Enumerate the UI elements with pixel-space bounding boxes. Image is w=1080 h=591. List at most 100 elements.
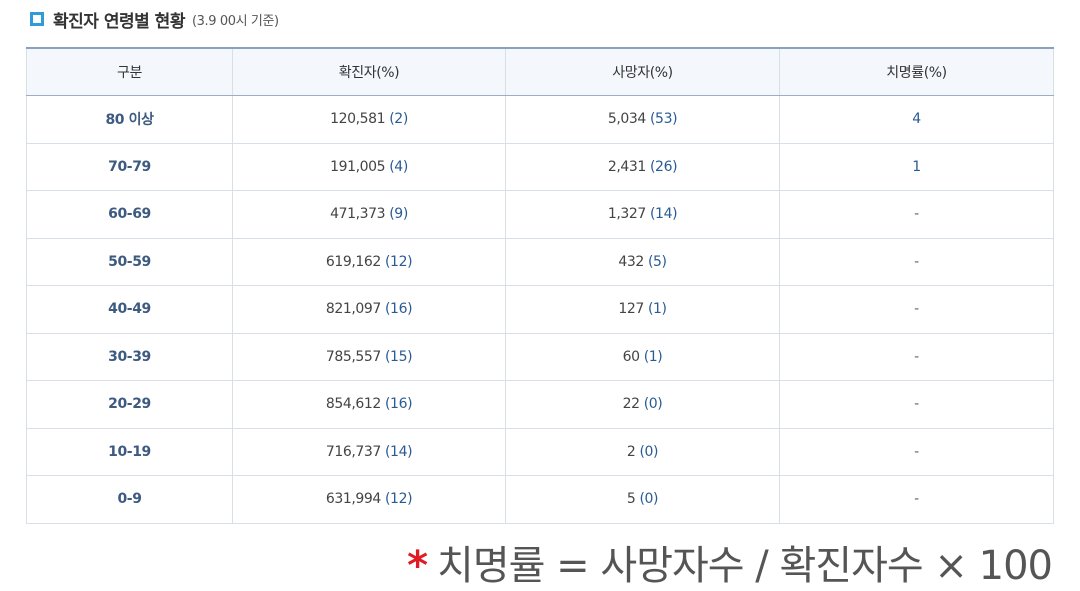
deaths-value: 5	[626, 491, 636, 508]
square-bullet-icon	[30, 12, 44, 26]
cases-value: 631,994	[325, 491, 381, 508]
deaths-cell: 22 (0)	[505, 380, 780, 429]
fatality-rate-cell: -	[779, 237, 1054, 286]
table-row: 60-69 471,373 (9) 1,327 (14) -	[26, 190, 1054, 239]
header-deaths: 사망자(%)	[505, 47, 780, 96]
fatality-rate-cell: -	[779, 427, 1054, 476]
fatality-rate-value: -	[914, 443, 919, 460]
deaths-cell: 5 (0)	[505, 475, 780, 524]
table-row: 80 이상 120,581 (2) 5,034 (53) 4	[26, 95, 1054, 144]
cases-cell: 785,557 (15)	[232, 332, 506, 381]
cases-cell: 716,737 (14)	[232, 427, 506, 476]
deaths-percent: (14)	[650, 206, 678, 223]
fatality-rate-value: -	[914, 301, 919, 318]
fatality-rate-cell: 1	[779, 142, 1054, 191]
fatality-rate-cell: -	[779, 380, 1054, 429]
section-heading: 확진자 연령별 현황 (3.9 00시 기준)	[30, 6, 279, 32]
table-row: 40-49 821,097 (16) 127 (1) -	[26, 285, 1054, 334]
cases-percent: (12)	[385, 253, 413, 270]
age-group-cell: 70-79	[26, 142, 233, 191]
age-group-cell: 30-39	[26, 332, 233, 381]
table-row: 30-39 785,557 (15) 60 (1) -	[26, 332, 1054, 381]
fatality-rate-cell: -	[779, 332, 1054, 381]
fatality-rate-cell: 4	[779, 95, 1054, 144]
table-header-row: 구분 확진자(%) 사망자(%) 치명률(%)	[26, 47, 1054, 96]
table-row: 0-9 631,994 (12) 5 (0) -	[26, 475, 1054, 524]
cases-cell: 821,097 (16)	[232, 285, 506, 334]
age-group-cell: 50-59	[26, 237, 233, 286]
header-fatality-rate: 치명률(%)	[779, 47, 1054, 96]
deaths-value: 5,034	[607, 111, 646, 128]
cases-percent: (2)	[389, 111, 408, 128]
fatality-rate-value: -	[914, 348, 919, 365]
cases-value: 191,005	[330, 158, 386, 175]
fatality-rate-cell: -	[779, 285, 1054, 334]
cases-cell: 619,162 (12)	[232, 237, 506, 286]
deaths-cell: 2,431 (26)	[505, 142, 780, 191]
deaths-cell: 432 (5)	[505, 237, 780, 286]
deaths-value: 60	[622, 348, 640, 365]
cases-percent: (14)	[385, 443, 413, 460]
cases-value: 471,373	[330, 206, 386, 223]
age-group-cell: 40-49	[26, 285, 233, 334]
table-row: 10-19 716,737 (14) 2 (0) -	[26, 427, 1054, 476]
fatality-rate-cell: -	[779, 190, 1054, 239]
cases-cell: 120,581 (2)	[232, 95, 506, 144]
table-row: 70-79 191,005 (4) 2,431 (26) 1	[26, 142, 1054, 191]
cases-cell: 471,373 (9)	[232, 190, 506, 239]
cases-percent: (12)	[385, 491, 413, 508]
fatality-rate-value: -	[914, 253, 919, 270]
fatality-formula-footnote: * 치명률 = 사망자수 / 확진자수 × 100	[407, 533, 1053, 591]
cases-value: 821,097	[325, 301, 381, 318]
deaths-percent: (0)	[639, 491, 659, 508]
cases-percent: (16)	[385, 396, 413, 413]
age-group-cell: 80 이상	[26, 95, 233, 144]
deaths-cell: 2 (0)	[505, 427, 780, 476]
fatality-rate-value: -	[914, 491, 919, 508]
cases-value: 854,612	[325, 396, 381, 413]
deaths-cell: 127 (1)	[505, 285, 780, 334]
fatality-rate-value: 1	[912, 158, 921, 175]
fatality-rate-cell: -	[779, 475, 1054, 524]
deaths-value: 2	[626, 443, 636, 460]
cases-percent: (4)	[389, 158, 408, 175]
age-group-cell: 20-29	[26, 380, 233, 429]
deaths-percent: (0)	[639, 443, 659, 460]
deaths-percent: (0)	[643, 396, 663, 413]
cases-value: 785,557	[325, 348, 381, 365]
age-group-cell: 0-9	[26, 475, 233, 524]
asterisk-marker: *	[407, 543, 428, 589]
deaths-percent: (5)	[647, 253, 667, 270]
cases-value: 716,737	[325, 443, 381, 460]
cases-value: 120,581	[330, 111, 386, 128]
deaths-cell: 5,034 (53)	[505, 95, 780, 144]
deaths-percent: (1)	[647, 301, 667, 318]
deaths-cell: 60 (1)	[505, 332, 780, 381]
header-category: 구분	[26, 47, 233, 96]
deaths-value: 432	[618, 253, 644, 270]
reference-time-note: (3.9 00시 기준)	[191, 13, 279, 29]
age-group-table: 구분 확진자(%) 사망자(%) 치명률(%) 80 이상 120,581 (2)…	[26, 47, 1054, 524]
deaths-value: 1,327	[607, 206, 646, 223]
deaths-value: 2,431	[607, 158, 646, 175]
age-group-cell: 60-69	[26, 190, 233, 239]
fatality-rate-value: -	[914, 396, 919, 413]
header-cases: 확진자(%)	[232, 47, 506, 96]
deaths-percent: (26)	[650, 158, 678, 175]
cases-percent: (15)	[385, 348, 413, 365]
section-title: 확진자 연령별 현황	[53, 11, 185, 32]
deaths-cell: 1,327 (14)	[505, 190, 780, 239]
table-row: 20-29 854,612 (16) 22 (0) -	[26, 380, 1054, 429]
cases-cell: 191,005 (4)	[232, 142, 506, 191]
cases-percent: (16)	[385, 301, 413, 318]
deaths-value: 127	[618, 301, 644, 318]
fatality-rate-value: -	[914, 206, 919, 223]
cases-value: 619,162	[325, 253, 381, 270]
deaths-percent: (53)	[650, 111, 678, 128]
table-row: 50-59 619,162 (12) 432 (5) -	[26, 237, 1054, 286]
fatality-rate-value: 4	[912, 111, 921, 128]
age-group-cell: 10-19	[26, 427, 233, 476]
formula-text: 치명률 = 사망자수 / 확진자수 × 100	[437, 543, 1053, 589]
cases-cell: 854,612 (16)	[232, 380, 506, 429]
cases-percent: (9)	[389, 206, 408, 223]
